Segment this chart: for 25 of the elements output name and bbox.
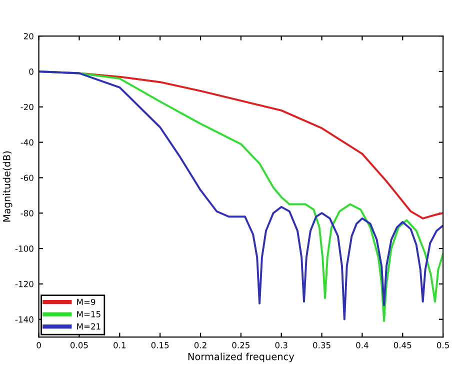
x-tick-label: 0.2 [194,342,206,348]
x-tick-label: 0.5 [436,342,449,348]
y-tick-label: -120 [15,280,34,288]
x-tick-label: 0.3 [275,342,288,348]
y-tick-label: -40 [20,139,34,146]
y-tick-label: -20 [20,104,34,110]
legend-label: M=21 [77,323,100,330]
x-axis-title: Normalized frequency [188,352,294,362]
x-tick-label: 0.4 [356,342,368,348]
y-tick-label: -80 [20,210,34,216]
x-tick-label: 0.05 [70,342,88,348]
y-tick-label: -60 [20,174,34,181]
y-tick-label: -140 [15,316,34,323]
legend-label: M=15 [77,311,100,318]
y-axis-title: Magnitude(dB) [2,151,12,222]
x-tick-label: 0.25 [232,342,250,348]
x-tick-label: 0.45 [394,342,412,348]
x-tick-label: 0.1 [114,342,126,348]
x-tick-label: 0.35 [313,342,330,348]
y-tick-label: 20 [24,33,34,40]
y-tick-label: -100 [15,246,34,252]
legend-label: M=9 [77,298,96,306]
x-tick-label: 0.15 [151,342,169,348]
y-tick-label: 0 [29,68,34,75]
x-tick-label: 0 [36,342,41,348]
